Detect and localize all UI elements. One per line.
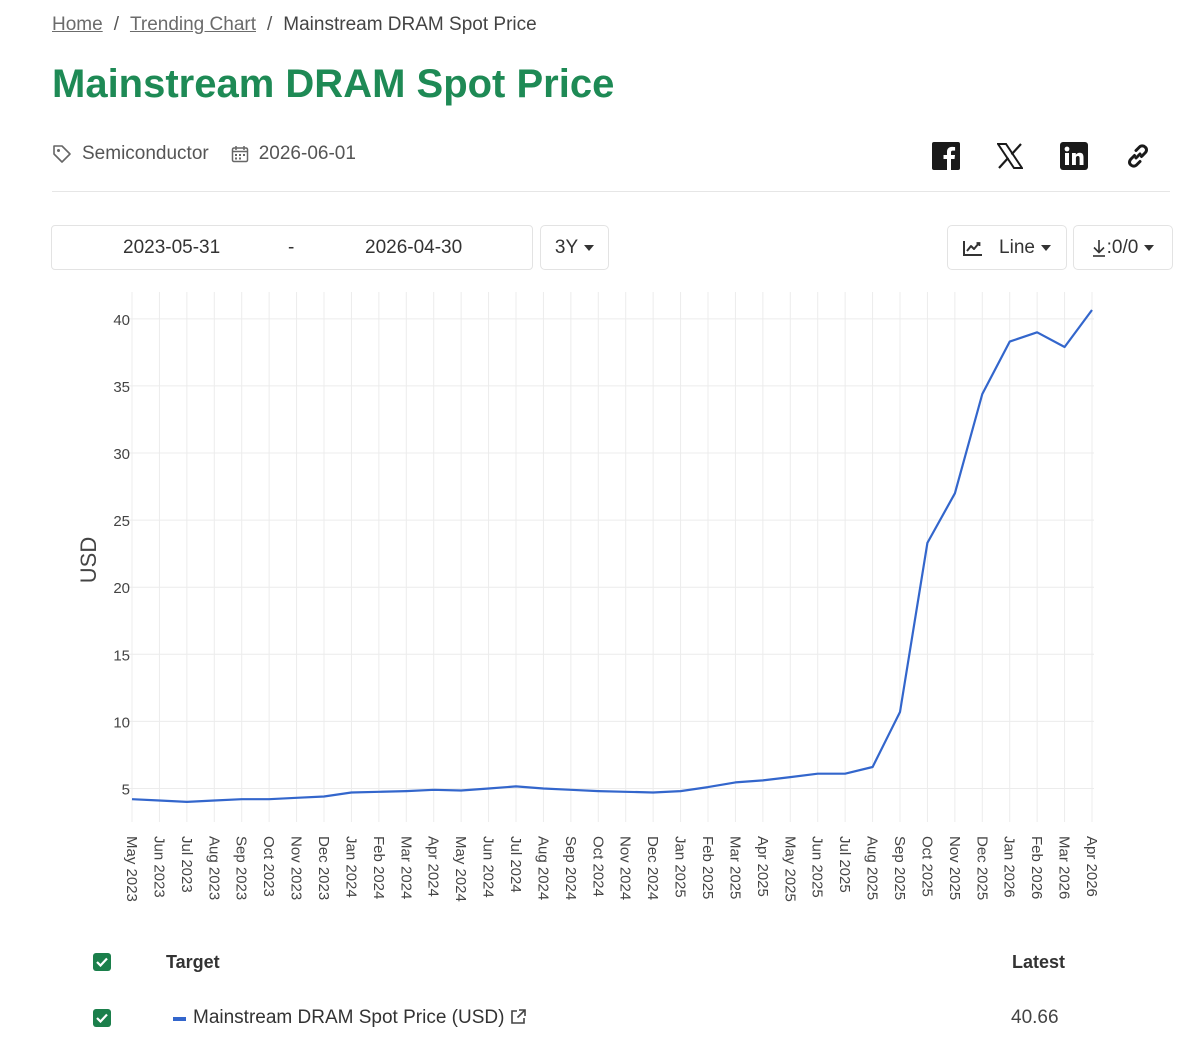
chart-type-dropdown-button[interactable]: Line <box>947 225 1067 270</box>
header-target: Target <box>166 952 220 972</box>
series-line <box>131 309 1093 804</box>
x-tick-label: Oct 2023 <box>260 836 277 897</box>
x-tick-label: Mar 2024 <box>397 836 414 899</box>
x-tick-label: Jun 2023 <box>150 836 167 898</box>
series-color-swatch <box>173 1017 186 1021</box>
y-tick-label: 25 <box>113 513 130 530</box>
x-tick-label: Feb 2026 <box>1028 836 1045 899</box>
x-tick-label: May 2023 <box>123 836 140 902</box>
range-label: 3Y <box>554 236 579 258</box>
download-label: :0/0 <box>1106 236 1139 258</box>
x-tick-label: Jun 2024 <box>480 836 497 898</box>
x-tick-label: Nov 2023 <box>288 836 305 900</box>
breadcrumb-separator: / <box>267 14 273 35</box>
x-tick-label: Dec 2025 <box>973 836 990 900</box>
y-tick-label: 20 <box>113 580 130 597</box>
start-date-input[interactable]: 2023-05-31 <box>123 237 221 258</box>
x-tick-label: Apr 2025 <box>754 836 771 897</box>
x-tick-label: Jul 2023 <box>178 836 195 893</box>
x-tick-label: Sep 2025 <box>891 836 908 900</box>
header-latest: Latest <box>1012 952 1066 972</box>
chevron-down-icon <box>1040 244 1051 251</box>
x-tick-label: Mar 2026 <box>1056 836 1073 899</box>
download-dropdown-button[interactable]: :0/0 <box>1073 225 1173 270</box>
y-axis-label: USD <box>76 537 101 583</box>
x-tick-label: May 2024 <box>452 836 469 902</box>
x-tick-label: Mar 2025 <box>726 836 743 899</box>
x-tick-label: Aug 2023 <box>205 836 222 900</box>
x-tick-label: Jul 2024 <box>507 836 524 893</box>
x-icon[interactable] <box>994 140 1026 172</box>
breadcrumb: Home / Trending Chart / Mainstream DRAM Spot… <box>52 14 537 36</box>
date-range-separator: - <box>288 237 295 258</box>
x-tick-label: Sep 2024 <box>562 836 579 900</box>
range-dropdown-button[interactable]: 3Y <box>540 225 609 270</box>
series-checkbox[interactable] <box>93 1009 111 1027</box>
page-title: Mainstream DRAM Spot Price <box>52 62 615 106</box>
y-tick-label: 40 <box>113 312 130 329</box>
x-tick-label: Aug 2024 <box>534 836 551 900</box>
line-chart[interactable]: 5 10 15 20 25 30 35 40 May 2023 Jun 2023 Jul 2023 A… <box>0 280 1200 920</box>
y-tick-label: 10 <box>113 714 130 731</box>
x-tick-label: Jan 2025 <box>672 836 689 898</box>
series-name: Mainstream DRAM Spot Price (USD) <box>193 1007 505 1028</box>
x-tick-label: Feb 2024 <box>370 836 387 899</box>
chevron-down-icon <box>1144 244 1155 251</box>
y-tick-label: 5 <box>122 781 130 798</box>
facebook-icon[interactable] <box>930 140 962 172</box>
select-all-checkbox[interactable] <box>93 953 111 971</box>
date-range-picker[interactable]: 2023-05-31 - 2026-04-30 <box>51 225 533 270</box>
x-tick-label: Apr 2024 <box>425 836 442 897</box>
external-link-icon[interactable] <box>509 1008 527 1031</box>
x-tick-label: Jul 2025 <box>836 836 853 893</box>
category-tag[interactable]: Semiconductor <box>52 143 209 165</box>
check-icon <box>96 1013 108 1023</box>
x-tick-label: Feb 2025 <box>699 836 716 899</box>
divider <box>52 191 1170 192</box>
x-tick-label: Oct 2024 <box>589 836 606 897</box>
date-label: 2026-06-01 <box>258 143 356 164</box>
y-tick-label: 35 <box>113 379 130 396</box>
category-label: Semiconductor <box>82 143 209 164</box>
x-tick-label: Dec 2023 <box>315 836 332 900</box>
x-tick-label: Aug 2025 <box>864 836 881 900</box>
line-chart-icon <box>963 240 983 256</box>
breadcrumb-current: Mainstream DRAM Spot Price <box>283 14 537 35</box>
breadcrumb-home-link[interactable]: Home <box>52 14 103 35</box>
x-tick-label: Jun 2025 <box>809 836 826 898</box>
share-bar <box>930 140 1154 172</box>
breadcrumb-trending-link[interactable]: Trending Chart <box>129 14 256 35</box>
link-icon[interactable] <box>1122 140 1154 172</box>
linkedin-icon[interactable] <box>1058 140 1090 172</box>
check-icon <box>96 957 108 967</box>
x-tick-label: Dec 2024 <box>644 836 661 900</box>
latest-value: 40.66 <box>1011 1007 1059 1028</box>
chart-type-label: Line <box>999 236 1035 258</box>
date-meta: 2026-06-01 <box>231 143 356 165</box>
meta-row: Semiconductor 2026-06-01 <box>52 143 378 165</box>
x-tick-label: Apr 2026 <box>1083 836 1100 897</box>
x-tick-label: Sep 2023 <box>233 836 250 900</box>
table-row: Mainstream DRAM Spot Price (USD) 40.66 <box>0 1004 1200 1034</box>
x-tick-label: Jan 2024 <box>342 836 359 898</box>
end-date-input[interactable]: 2026-04-30 <box>365 237 463 258</box>
x-tick-label: May 2025 <box>781 836 798 902</box>
x-tick-label: Nov 2025 <box>946 836 963 900</box>
calendar-icon <box>231 146 248 163</box>
breadcrumb-separator: / <box>113 14 119 35</box>
x-tick-label: Oct 2025 <box>918 836 935 897</box>
y-tick-label: 15 <box>113 647 130 664</box>
table-header: Target Latest <box>0 948 1200 978</box>
download-icon <box>1092 239 1105 257</box>
tag-icon <box>53 145 71 163</box>
y-tick-label: 30 <box>113 446 130 463</box>
chevron-down-icon <box>584 244 595 251</box>
x-tick-label: Jan 2026 <box>1001 836 1018 898</box>
x-tick-label: Nov 2024 <box>617 836 634 900</box>
